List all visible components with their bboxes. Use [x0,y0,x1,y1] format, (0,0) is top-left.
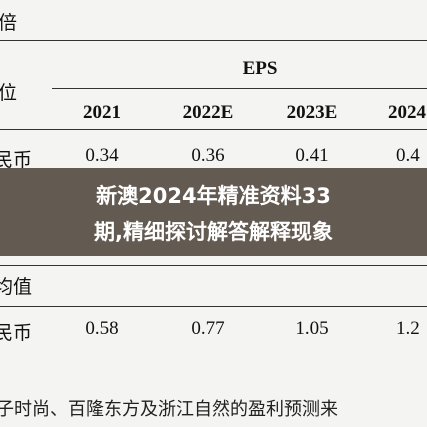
caption: 子时尚、百隆东方及浙江自然的盈利预测来 [0,399,338,420]
rule [0,40,427,41]
rule [0,129,427,130]
column-header: 2023E [286,102,338,123]
row-label: 民币 [0,323,33,344]
column-header: 2024 [388,102,426,123]
column-header: 2022E [182,102,234,123]
cell: 0.36 [191,145,225,166]
header-cell: 位 [0,83,18,104]
rule [52,88,427,89]
header-cell: 倍 [0,13,18,34]
row-label: 民币 [0,150,33,171]
cell: 0.41 [295,145,329,166]
overlay-banner: 新澳2024年精准资料33 期,精细探讨解答解释现象 [0,168,427,256]
column-header: 2021 [83,102,121,123]
cell: 0.77 [191,318,225,339]
rule [0,265,427,266]
cell: 0.4 [396,145,420,166]
rule [0,306,427,307]
overlay-title: 期,精细探讨解答解释现象 [94,220,333,244]
cell: 1.2 [396,318,420,339]
row-label: 均值 [0,277,33,298]
group-header: EPS [242,58,278,79]
cell: 0.58 [85,318,119,339]
cell: 0.34 [85,145,119,166]
cell: 1.05 [295,318,329,339]
overlay-title: 新澳2024年精准资料33 [96,184,331,208]
